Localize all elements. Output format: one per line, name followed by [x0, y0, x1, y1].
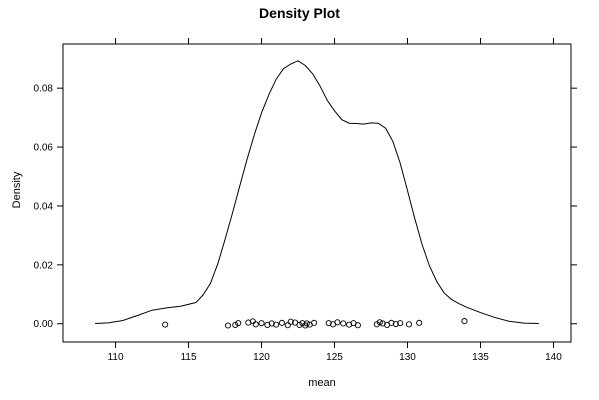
- rug-point: [284, 322, 291, 329]
- chart-title: Density Plot: [259, 5, 340, 21]
- y-axis-label: Density: [11, 171, 23, 208]
- rug-point: [273, 321, 280, 328]
- rug-point: [392, 320, 399, 328]
- y-tick-label: 0.06: [34, 143, 54, 154]
- plot-frame: [62, 43, 572, 343]
- rug-point: [224, 322, 232, 329]
- observation-points: [162, 318, 468, 329]
- rug-point: [405, 321, 413, 328]
- axis-ticks: [57, 38, 577, 348]
- x-tick-label: 120: [253, 352, 270, 363]
- x-tick-label: 115: [181, 352, 197, 363]
- rug-point: [268, 320, 275, 327]
- x-tick-label: 110: [108, 352, 124, 363]
- rug-point: [388, 319, 395, 326]
- axis-tick-labels: 110 115 120 125 130 135 140 0.00 0.02 0.04 0.06 0.0…: [34, 84, 563, 363]
- rug-point: [252, 321, 259, 328]
- y-tick-label: 0.08: [34, 84, 54, 95]
- y-tick-label: 0.00: [34, 319, 54, 330]
- rug-point: [376, 319, 383, 326]
- x-tick-label: 130: [399, 352, 416, 363]
- rug-point: [325, 320, 332, 327]
- x-axis-label: mean: [308, 377, 336, 389]
- rug-point: [245, 319, 252, 326]
- y-tick-label: 0.02: [34, 260, 54, 271]
- rug-point: [340, 320, 347, 327]
- rug-point: [397, 320, 404, 327]
- rug-point: [334, 319, 341, 326]
- rug-point: [311, 319, 318, 326]
- rug-point: [278, 319, 286, 326]
- rug-point: [416, 319, 423, 326]
- x-tick-label: 135: [472, 352, 489, 363]
- x-tick-label: 125: [326, 352, 343, 363]
- rug-point: [303, 320, 310, 327]
- rug-point: [162, 321, 169, 328]
- rug-point: [258, 320, 265, 327]
- rug-point: [461, 318, 468, 325]
- x-tick-label: 140: [545, 352, 562, 363]
- rug-point: [287, 318, 294, 325]
- y-tick-label: 0.04: [34, 201, 54, 212]
- rug-point: [235, 320, 242, 327]
- density-curve: [95, 60, 539, 324]
- rug-point: [354, 322, 361, 329]
